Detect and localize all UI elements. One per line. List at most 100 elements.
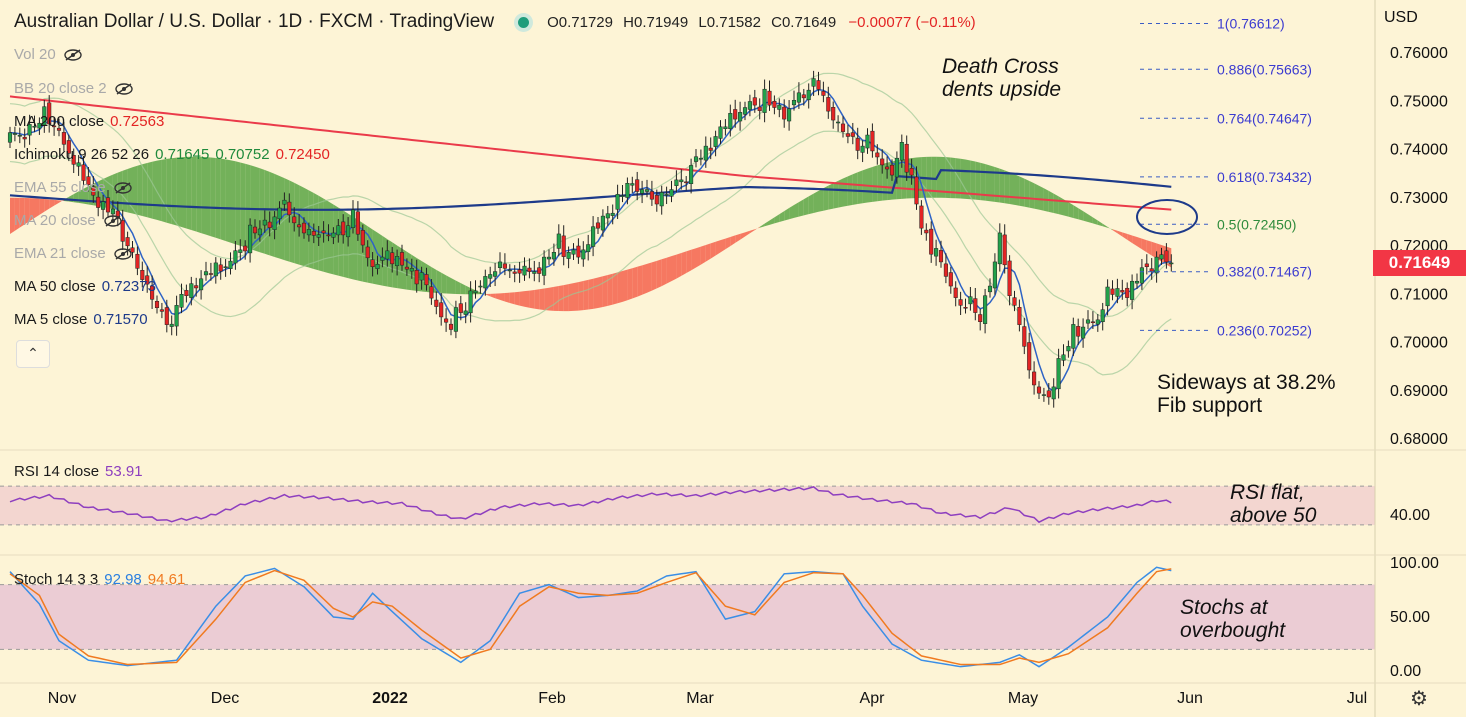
cloud-segment [10,197,15,234]
candle-body [507,269,512,272]
candle-body [184,290,189,296]
candle-body [787,108,792,122]
cloud-segment [691,248,696,271]
cloud-segment [157,159,162,222]
candle-body [355,211,360,235]
legend-ma50[interactable]: MA 50 close 0.72373 [14,278,156,295]
candle-body [424,274,429,286]
cloud-segment [700,244,706,265]
candle-body [434,299,439,307]
cloud-segment [269,171,275,257]
candle-body [522,265,527,276]
collapse-legend-button[interactable]: ⌃ [16,340,50,368]
cloud-segment [857,170,863,205]
hidden-eye-icon[interactable] [114,248,132,260]
legend-ma5[interactable]: MA 5 close 0.71570 [14,311,148,328]
candle-body [728,113,733,130]
candle-body [52,125,57,128]
cloud-segment [235,161,241,246]
currency-label[interactable]: USD [1384,9,1418,26]
hidden-eye-icon[interactable] [64,49,82,61]
cloud-segment [843,176,848,207]
cloud-segment [960,158,966,199]
annotation-line: Fib support [1157,394,1263,417]
fib-label: 0.5(0.72450) [1217,216,1296,232]
legend-ema21[interactable]: EMA 21 close [14,245,132,262]
candle-body [723,126,728,130]
legend-bb[interactable]: BB 20 close 2 [14,80,133,97]
cloud-segment [495,293,500,300]
candle-body [218,264,223,272]
cloud-segment [671,254,677,282]
candle-body [953,287,958,298]
legend-ichimoku-v2: 0.70752 [215,146,270,163]
legend-rsi[interactable]: RSI 14 close 53.91 [14,463,143,480]
legend-ema55[interactable]: EMA 55 close [14,179,132,196]
hidden-eye-icon[interactable] [114,182,132,194]
candle-body [644,189,650,192]
time-tick-label: 2022 [372,690,408,707]
cloud-segment [230,160,236,245]
candle-body [140,270,145,280]
candle-body [502,263,507,269]
chart-header: Australian Dollar / U.S. Dollar · 1D · F… [14,11,976,33]
death-cross-marker [1136,199,1198,235]
candle-body [252,226,258,234]
annotation-death-cross: Death Cross dents upside [942,55,1061,101]
candle-body [850,132,855,137]
settings-gear-icon[interactable]: ⚙ [1410,688,1428,710]
legend-ma20[interactable]: MA 20 close [14,212,122,229]
candle-body [943,263,948,277]
cloud-segment [1146,240,1152,256]
candle-body [640,189,645,194]
legend-ichimoku[interactable]: Ichimoku 9 26 52 26 0.71645 0.70752 0.72450 [14,146,330,163]
cloud-segment [382,235,388,287]
cloud-segment [833,180,839,209]
price-tick-label: 0.68000 [1390,431,1448,448]
candle-body [208,273,213,275]
cloud-segment [705,243,711,262]
candle-body [488,274,493,279]
candle-body [1169,262,1174,265]
legend-stoch[interactable]: Stoch 14 3 3 92.98 94.61 [14,571,185,588]
candle-body [679,179,684,183]
candle-body [91,186,96,196]
cloud-segment [1092,217,1098,225]
candle-body [81,164,86,181]
cloud-segment [490,293,496,299]
candle-body [71,155,76,165]
cloud-segment [970,160,976,200]
candle-body [257,228,262,236]
legend-ma200[interactable]: MA 200 close 0.72563 [14,113,164,130]
legend-ma20-label: MA 20 close [14,212,96,229]
cloud-segment [225,159,231,243]
candle-body [203,271,209,276]
legend-ma5-label: MA 5 close [14,311,88,328]
cloud-segment [480,292,486,295]
price-tick-label: 0.74000 [1390,142,1448,159]
fib-label: 0.236(0.70252) [1217,322,1312,338]
candle-body [115,210,120,219]
candle-body [1046,390,1051,398]
rsi-band [0,486,1375,525]
candle-body [448,323,454,330]
cloud-segment [568,283,574,312]
candle-body [468,290,473,314]
cloud-segment [313,193,319,271]
legend-vol[interactable]: Vol 20 [14,46,82,63]
hidden-eye-icon[interactable] [104,215,122,227]
moving-averages [9,88,1172,393]
candle-body [321,230,326,234]
price-tick-label: 0.69000 [1390,383,1448,400]
symbol-title[interactable]: Australian Dollar / U.S. Dollar · 1D · F… [14,11,495,32]
annotation-rsi: RSI flat, above 50 [1230,481,1316,527]
cloud-segment [999,168,1005,204]
cloud-segment [965,159,971,200]
cloud-segment [936,156,941,198]
candle-body [791,100,797,106]
hidden-eye-icon[interactable] [114,83,133,95]
bb-upper-line [9,72,1172,318]
candle-body [105,197,111,213]
fib-label: 0.764(0.74647) [1217,110,1312,126]
